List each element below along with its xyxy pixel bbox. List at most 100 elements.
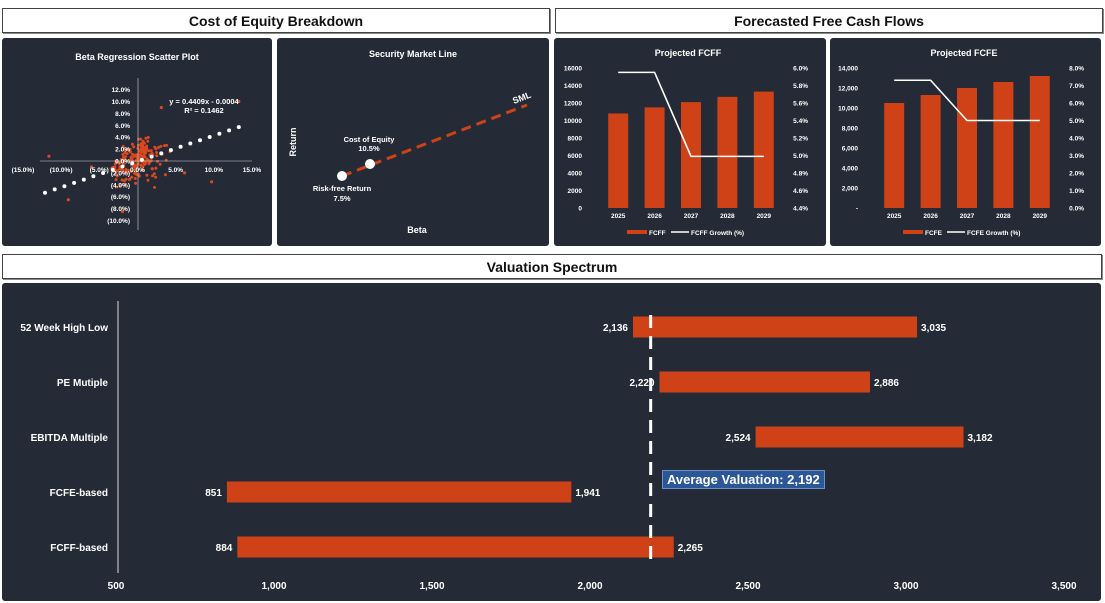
fcfe-x-tick: 2028 bbox=[996, 213, 1011, 220]
cost-of-equity-value: 10.5% bbox=[358, 144, 380, 153]
fcfe-x-tick: 2027 bbox=[960, 213, 975, 220]
valuation-high-label: 3,035 bbox=[921, 323, 946, 334]
scatter-point bbox=[137, 174, 141, 178]
trendline-dot bbox=[72, 180, 77, 185]
trendline-dot bbox=[43, 190, 47, 195]
scatter-point bbox=[158, 162, 162, 166]
scatter-point bbox=[120, 210, 125, 214]
valuation-low-label: 2,136 bbox=[603, 323, 628, 334]
trendline-dot bbox=[227, 128, 232, 133]
scatter-point bbox=[123, 157, 127, 161]
valuation-high-label: 1,941 bbox=[575, 488, 600, 499]
fcff-y-tick: 12000 bbox=[564, 101, 582, 108]
fcfe-y2-tick: 5.0% bbox=[1069, 118, 1084, 125]
fcf-header: Forecasted Free Cash Flows bbox=[555, 8, 1103, 33]
cost-of-equity-point bbox=[365, 159, 375, 169]
trendline-dot bbox=[188, 141, 193, 146]
scatter-point bbox=[121, 144, 125, 148]
scatter-x-tick: 15.0% bbox=[243, 167, 262, 174]
scatter-point bbox=[159, 105, 163, 110]
fcff-y-tick: 10000 bbox=[564, 118, 582, 125]
fcff-x-tick: 2027 bbox=[684, 213, 699, 220]
fcfe-bar bbox=[1029, 76, 1050, 208]
risk-free-label: Risk-free Return bbox=[313, 184, 372, 193]
scatter-point bbox=[115, 174, 119, 178]
cost-of-equity-label: Cost of Equity bbox=[344, 135, 396, 144]
scatter-x-tick: (15.0%) bbox=[12, 167, 35, 174]
scatter-point bbox=[153, 185, 156, 189]
beta-scatter-panel: Beta Regression Scatter Plot (15.0%) (10.… bbox=[2, 38, 272, 246]
scatter-x-tick: 0.0% bbox=[130, 167, 145, 174]
scatter-y-tick: 0.0% bbox=[115, 159, 130, 166]
scatter-point bbox=[130, 142, 134, 146]
scatter-point bbox=[156, 159, 159, 163]
trendline-dot bbox=[198, 138, 202, 143]
scatter-title: Beta Regression Scatter Plot bbox=[75, 52, 199, 62]
scatter-y-tick: 6.0% bbox=[115, 123, 130, 130]
scatter-point bbox=[128, 177, 132, 181]
scatter-point bbox=[124, 148, 128, 152]
scatter-point bbox=[149, 149, 153, 153]
scatter-point bbox=[154, 175, 158, 179]
fcfe-y2-tick: 4.0% bbox=[1069, 136, 1084, 143]
trendline-dot bbox=[130, 161, 135, 166]
scatter-r2: R² = 0.1462 bbox=[184, 106, 223, 115]
fcfe-y-tick: 10,000 bbox=[838, 106, 858, 113]
fcfe-y2-tick: 0.0% bbox=[1069, 206, 1084, 213]
valuation-range-bar bbox=[755, 426, 964, 448]
fcff-chart: Projected FCFF 16000 14000 12000 10000 8000 6… bbox=[564, 48, 808, 237]
fcff-x-tick: 2029 bbox=[757, 213, 772, 220]
valuation-x-tick: 3,500 bbox=[1051, 581, 1076, 592]
trendline-dot bbox=[168, 148, 173, 153]
fcfe-legend-bar-swatch bbox=[903, 230, 923, 234]
fcff-x-tick: 2028 bbox=[720, 213, 735, 220]
average-valuation-label: Average Valuation: 2,192 bbox=[662, 470, 825, 489]
fcff-y2-tick: 5.0% bbox=[793, 153, 808, 160]
trendline-dot bbox=[236, 125, 241, 130]
fcfe-y-tick: - bbox=[856, 206, 858, 213]
fcff-y-tick: 8000 bbox=[568, 136, 583, 143]
trendline-dot bbox=[110, 167, 115, 172]
scatter-point bbox=[144, 151, 148, 155]
risk-free-value: 7.5% bbox=[333, 194, 350, 203]
scatter-point bbox=[116, 169, 120, 173]
valuation-low-label: 2,220 bbox=[629, 378, 654, 389]
trendline-dot bbox=[91, 174, 96, 179]
fcff-y2-tick: 6.0% bbox=[793, 66, 808, 73]
valuation-low-label: 884 bbox=[216, 543, 233, 554]
scatter-point bbox=[142, 154, 146, 158]
scatter-point bbox=[66, 198, 70, 202]
scatter-point bbox=[146, 135, 150, 139]
scatter-x-tick: (10.0%) bbox=[50, 167, 73, 174]
fcf-title: Forecasted Free Cash Flows bbox=[734, 12, 924, 29]
scatter-y-tick: 12.0% bbox=[112, 87, 131, 94]
scatter-point bbox=[114, 159, 118, 163]
scatter-point bbox=[118, 166, 122, 170]
scatter-point bbox=[237, 99, 241, 104]
scatter-point bbox=[113, 162, 117, 166]
fcff-y-tick: 14000 bbox=[564, 83, 582, 90]
valuation-category-label: PE Mutiple bbox=[57, 378, 109, 389]
scatter-point bbox=[123, 182, 127, 186]
fcfe-growth-line bbox=[894, 79, 1040, 122]
valuation-x-tick: 2,500 bbox=[735, 581, 760, 592]
scatter-y-tick: 10.0% bbox=[112, 99, 131, 106]
fcff-y-tick: 16000 bbox=[564, 66, 582, 73]
fcfe-y-tick: 12,000 bbox=[838, 86, 858, 93]
fcff-y-tick: 6000 bbox=[568, 153, 583, 160]
scatter-x-tick: (5.0%) bbox=[90, 167, 109, 174]
scatter-point bbox=[144, 136, 148, 140]
valuation-category-label: FCFE-based bbox=[50, 488, 108, 499]
scatter-point bbox=[146, 139, 150, 143]
trendline-dot bbox=[81, 177, 86, 182]
fcfe-title: Projected FCFE bbox=[930, 48, 997, 58]
trendline-dot bbox=[120, 164, 125, 169]
valuation-panel: 500 1,000 1,500 2,000 2,500 3,000 3,500 52 Week… bbox=[2, 283, 1101, 601]
valuation-title: Valuation Spectrum bbox=[486, 258, 618, 275]
valuation-x-tick: 1,000 bbox=[261, 581, 286, 592]
fcff-growth-line bbox=[618, 71, 764, 158]
valuation-high-label: 2,265 bbox=[678, 543, 703, 554]
trendline-dot bbox=[62, 184, 67, 189]
scatter-point bbox=[145, 173, 149, 177]
fcfe-y-tick: 2,000 bbox=[842, 186, 859, 193]
